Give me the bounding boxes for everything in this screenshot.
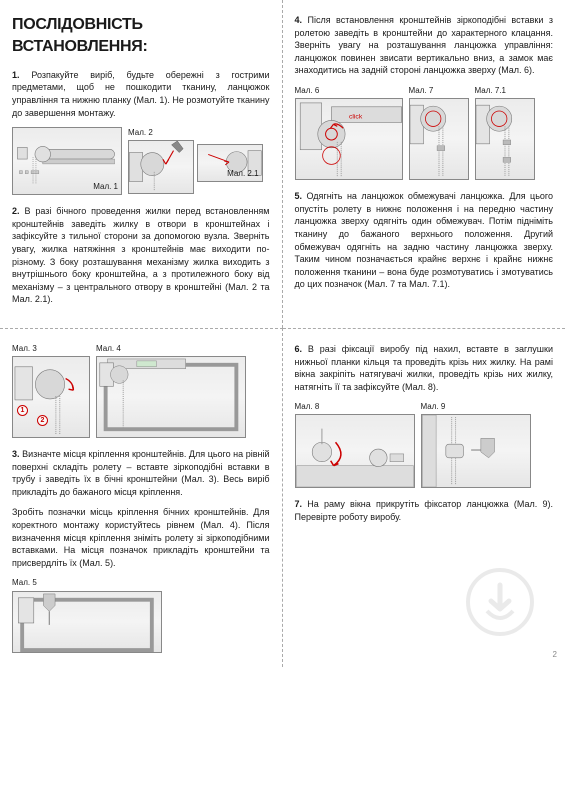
fig-6-label: Мал. 6	[295, 85, 403, 96]
fig-71-wrap: Мал. 7.1	[475, 85, 535, 180]
fig-6-wrap: Мал. 6 click	[295, 85, 403, 180]
fig-9-label: Мал. 9	[421, 401, 531, 412]
fig-3-label: Мал. 3	[12, 343, 90, 354]
step-2-text: 2. В разі бічного проведення жилки перед…	[12, 205, 270, 306]
fig-7-1	[475, 98, 535, 180]
main-title: ПОСЛІДОВНІСТЬ ВСТАНОВЛЕННЯ:	[12, 14, 270, 59]
fig-2-1: Мал. 2.1	[197, 144, 263, 182]
fig-3-wrap: Мал. 3 1 2	[12, 343, 90, 438]
fig-9-wrap: Мал. 9	[421, 401, 531, 488]
fig-7-label: Мал. 7	[409, 85, 469, 96]
fig-8-wrap: Мал. 8	[295, 401, 415, 488]
step-4-text: 4. Після встановлення кронштейнів зіркоп…	[295, 14, 554, 77]
watermark-icon	[465, 567, 535, 637]
fig-21-label: Мал. 2.1	[227, 168, 258, 179]
step-3b-text: Зробіть позначки місць кріплення бічних …	[12, 506, 270, 569]
fig-7	[409, 98, 469, 180]
level-frame-icon	[97, 357, 245, 437]
fig-8-9-row: Мал. 8 Мал. 9	[295, 401, 554, 488]
bracket-click-icon: click	[296, 99, 402, 179]
fig-5-wrap: Мал. 5	[12, 577, 270, 652]
step-6-text: 6. В разі фіксації виробу під нахил, вст…	[295, 343, 554, 393]
bracket-detail-icon	[129, 141, 193, 193]
quadrant-3: Мал. 3 1 2 Мал. 4	[0, 328, 283, 667]
fig-2-col: Мал. 2	[128, 127, 263, 195]
fig-6: click	[295, 98, 403, 180]
chain-fixer-icon	[422, 415, 530, 487]
fig-4	[96, 356, 246, 438]
fig-4-wrap: Мал. 4	[96, 343, 246, 438]
page-number: 2	[553, 649, 557, 660]
svg-text:click: click	[349, 114, 363, 121]
fig-4-label: Мал. 4	[96, 343, 246, 354]
fig-5	[12, 591, 162, 653]
fig-1: Мал. 1	[12, 127, 122, 195]
fig-3-4-row: Мал. 3 1 2 Мал. 4	[12, 343, 270, 438]
step-5-text: 5. Одягніть на ланцюжок обмежувачі ланцю…	[295, 190, 554, 291]
chain-limiter-2-icon	[476, 99, 534, 179]
quadrant-1: ПОСЛІДОВНІСТЬ ВСТАНОВЛЕННЯ: 1. Розпакуйт…	[0, 0, 283, 328]
fig-71-label: Мал. 7.1	[475, 85, 535, 96]
drill-bracket-icon	[13, 592, 161, 652]
step-7-text: 7. На раму вікна прикрутіть фіксатор лан…	[295, 498, 554, 523]
fig-8-label: Мал. 8	[295, 401, 415, 412]
step-1-text: 1. Розпакуйте виріб, будьте обережні з г…	[12, 69, 270, 119]
chain-limiter-icon	[410, 99, 468, 179]
fig-7-wrap: Мал. 7	[409, 85, 469, 180]
fig-3: 1 2	[12, 356, 90, 438]
fig-5-label: Мал. 5	[12, 577, 270, 588]
fig-1-wrap: Мал. 1	[12, 127, 122, 195]
tensioner-icon	[296, 415, 414, 487]
fig-1-label: Мал. 1	[93, 181, 118, 192]
step-3-text: 3. Визначте місця кріплення кронштейнів.…	[12, 448, 270, 498]
fig-2	[128, 140, 194, 194]
bracket-assembly-icon	[13, 357, 89, 437]
fig-6-7-row: Мал. 6 click	[295, 85, 554, 180]
fig-2-label-top: Мал. 2	[128, 127, 263, 138]
quadrant-2: 4. Після встановлення кронштейнів зіркоп…	[283, 0, 565, 328]
fig-8	[295, 414, 415, 488]
fig-9	[421, 414, 531, 488]
fig-1-2-row: Мал. 1 Мал. 2	[12, 127, 270, 195]
